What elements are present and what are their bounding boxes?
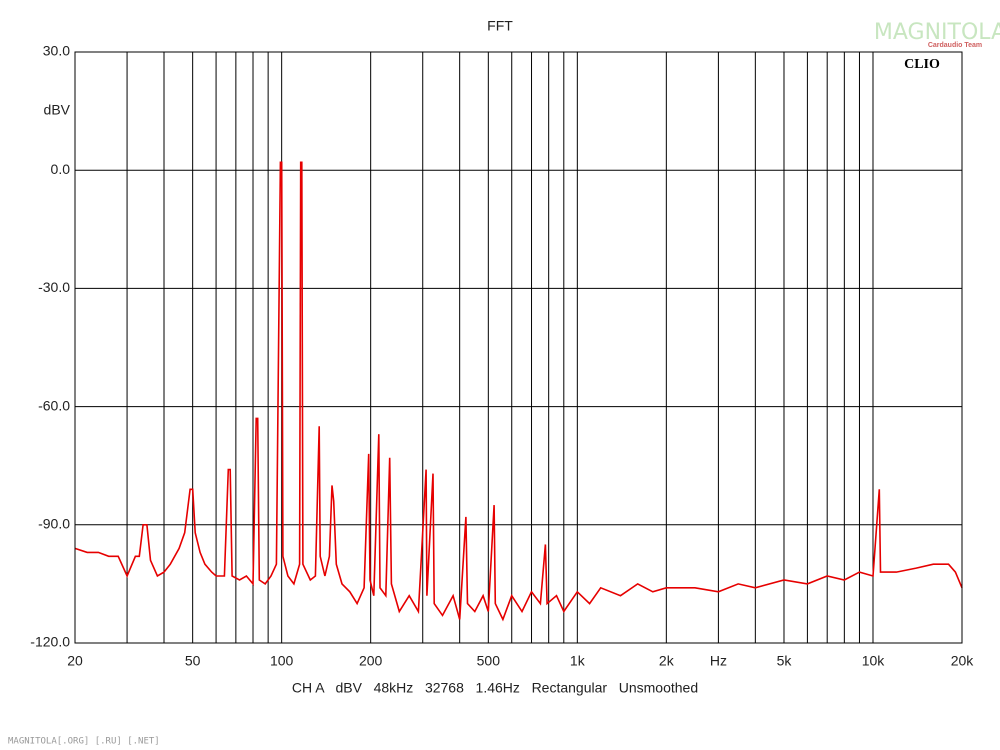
x-tick-label: Hz — [710, 653, 727, 669]
y-tick-label: 0.0 — [51, 161, 71, 177]
x-tick-label: 20k — [951, 653, 975, 669]
x-tick-label: 10k — [862, 653, 886, 669]
chart-title: FFT — [487, 18, 513, 34]
x-tick-label: 20 — [67, 653, 83, 669]
plot-area — [74, 51, 963, 644]
x-tick-label: 5k — [777, 653, 793, 669]
x-tick-label: 100 — [270, 653, 294, 669]
y-tick-label: -120.0 — [30, 634, 70, 650]
x-tick-label: 500 — [477, 653, 501, 669]
footer-watermark: MAGNITOLA[.ORG] [.RU] [.NET] — [8, 737, 160, 747]
x-tick-label: 2k — [659, 653, 675, 669]
spectrum-line — [74, 161, 963, 622]
footer: CH A dBV 48kHz 32768 1.46Hz Rectangular … — [292, 680, 698, 696]
y-tick-label: -60.0 — [38, 397, 70, 413]
logo: CLIO — [904, 57, 940, 72]
y-axis-label: dBV — [44, 102, 71, 118]
y-tick-label: -30.0 — [38, 279, 70, 295]
watermark: MAGNITOLA — [874, 20, 1000, 45]
plot-frame — [74, 51, 963, 644]
watermark-sub: Cardaudio Team — [928, 42, 982, 49]
y-tick-label: 30.0 — [43, 43, 70, 59]
x-tick-label: 50 — [185, 653, 201, 669]
y-tick-label: -90.0 — [38, 516, 70, 532]
x-tick-label: 1k — [570, 653, 586, 669]
x-tick-label: 200 — [359, 653, 383, 669]
